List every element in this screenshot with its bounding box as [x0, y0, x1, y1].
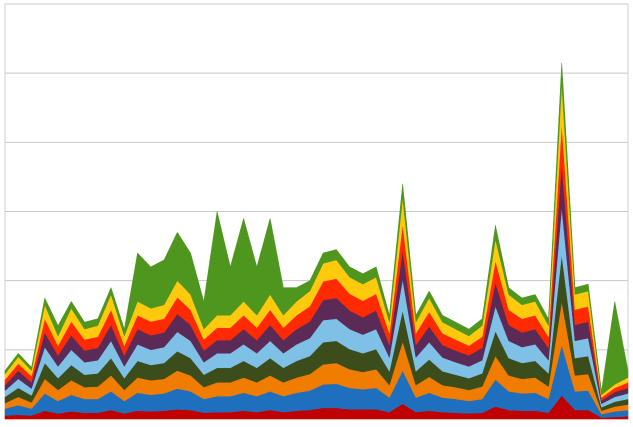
area-series — [4, 62, 629, 396]
